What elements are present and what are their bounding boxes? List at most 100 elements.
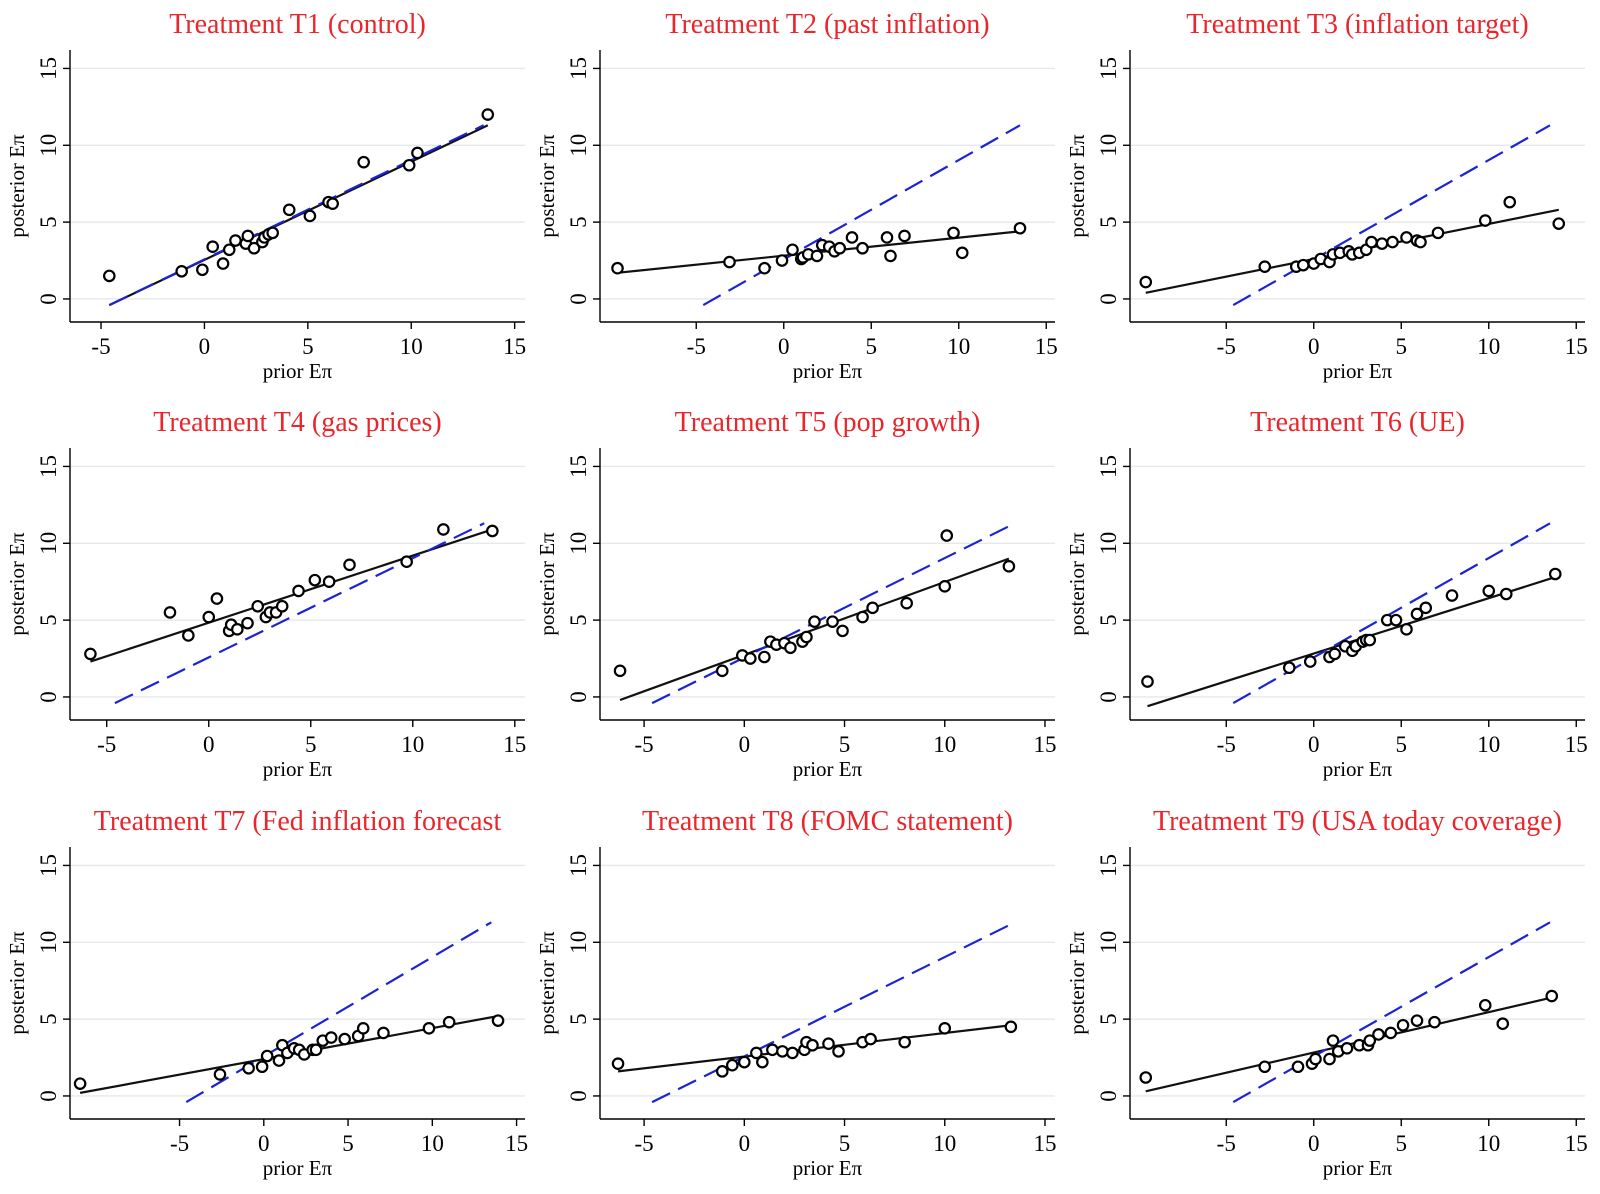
panel-title: Treatment T7 (Fed inflation forecast <box>94 806 502 837</box>
y-axis-label: posterior Eπ <box>5 931 29 1035</box>
x-tick-label: 5 <box>342 1131 354 1156</box>
y-tick-label: 15 <box>566 455 591 478</box>
data-point <box>1375 237 1389 250</box>
data-point <box>84 647 97 661</box>
data-point <box>884 249 897 263</box>
data-point <box>725 1058 739 1072</box>
data-point <box>715 1065 729 1078</box>
data-point <box>611 261 624 275</box>
panel-2: Treatment T2 (past inflation) 0 5 10 15 -5 0 5 1… <box>535 9 1058 383</box>
x-tick-label: 15 <box>1565 334 1588 359</box>
x-tick-label: 10 <box>947 334 970 359</box>
x-tick-label: 15 <box>1033 732 1056 757</box>
data-point <box>1291 1060 1305 1074</box>
data-point <box>1419 601 1433 615</box>
data-point <box>766 1043 779 1057</box>
y-axis-label: posterior Eπ <box>5 134 29 238</box>
data-point <box>836 624 849 638</box>
data-point <box>1396 1018 1410 1032</box>
data-point <box>786 1046 799 1060</box>
data-point <box>196 263 209 277</box>
x-tick-label: 5 <box>866 334 878 359</box>
data-point <box>282 203 296 217</box>
x-tick-label: 0 <box>203 732 215 757</box>
data-point <box>832 1045 845 1058</box>
data-point <box>758 261 771 275</box>
x-axis-label: prior Eπ <box>263 359 333 383</box>
x-tick-label: 10 <box>421 1131 444 1156</box>
panel-8: Treatment T8 (FOMC statement) 0 5 10 15 -5 0 5 1… <box>535 806 1056 1180</box>
y-tick-label: 10 <box>1096 134 1121 157</box>
data-point <box>938 580 952 593</box>
data-point <box>202 610 216 624</box>
data-point <box>377 1026 390 1040</box>
data-point <box>955 246 969 260</box>
data-point <box>1139 1071 1153 1084</box>
panel-7: Treatment T7 (Fed inflation forecast 0 5 10… <box>5 806 528 1180</box>
data-point <box>1282 661 1296 675</box>
data-point <box>260 1049 274 1063</box>
y-tick-label: 5 <box>566 614 591 626</box>
x-axis-label: prior Eπ <box>793 757 863 781</box>
x-tick-label: -5 <box>635 1131 654 1156</box>
panel-5: Treatment T5 (pop growth) 0 5 10 15 -5 0 5 10 15 p… <box>535 407 1056 781</box>
data-point <box>241 616 254 630</box>
y-tick-label: 10 <box>1096 532 1121 555</box>
x-axis-label: prior Eπ <box>793 1156 863 1180</box>
x-axis-label: prior Eπ <box>263 1156 333 1180</box>
x-tick-label: 5 <box>839 1131 851 1156</box>
x-axis-label: prior Eπ <box>263 757 333 781</box>
x-tick-label: 0 <box>1308 1131 1320 1156</box>
data-point <box>1414 235 1427 249</box>
data-point <box>481 108 495 121</box>
data-point <box>163 606 177 619</box>
data-point <box>1410 1014 1424 1027</box>
y-tick-label: 15 <box>566 57 591 80</box>
x-tick-label: 10 <box>933 732 956 757</box>
y-tick-label: 10 <box>36 134 61 157</box>
x-tick-label: 0 <box>1308 732 1320 757</box>
reference-line <box>1232 522 1551 705</box>
y-tick-label: 0 <box>36 1090 61 1102</box>
y-tick-label: 0 <box>36 293 61 305</box>
x-tick-label: 5 <box>1396 732 1408 757</box>
x-tick-label: 0 <box>199 334 211 359</box>
data-point <box>1296 258 1310 272</box>
y-axis-label: posterior Eπ <box>5 532 29 636</box>
y-tick-label: 5 <box>1096 614 1121 626</box>
data-point <box>750 1046 763 1060</box>
y-tick-label: 10 <box>566 134 591 157</box>
panel-title: Treatment T9 (USA today coverage) <box>1153 806 1562 837</box>
reference-line <box>1232 921 1551 1104</box>
data-point <box>1400 623 1413 636</box>
data-point <box>810 249 824 263</box>
x-axis-label: prior Eπ <box>1323 1156 1393 1180</box>
y-axis-label: posterior Eπ <box>1065 532 1089 636</box>
x-tick-label: -5 <box>97 732 116 757</box>
x-tick-label: 15 <box>503 334 526 359</box>
x-tick-label: 10 <box>1477 1131 1500 1156</box>
data-point <box>213 1068 227 1081</box>
data-point <box>1431 226 1445 240</box>
data-point <box>292 584 305 598</box>
data-point <box>1548 567 1562 581</box>
data-point <box>206 240 220 254</box>
data-point <box>800 630 813 644</box>
x-tick-label: 10 <box>933 1131 956 1156</box>
data-point <box>356 1022 370 1035</box>
data-point <box>1372 1028 1385 1041</box>
y-tick-label: 15 <box>36 854 61 877</box>
data-point <box>808 615 821 628</box>
data-point <box>1552 217 1566 230</box>
x-axis-label: prior Eπ <box>1323 359 1393 383</box>
data-point <box>1363 1034 1377 1047</box>
y-axis-label: posterior Eπ <box>1065 931 1089 1035</box>
data-point <box>784 641 797 655</box>
data-point <box>1363 633 1377 647</box>
data-point <box>744 652 757 665</box>
data-point <box>491 1014 505 1027</box>
data-point <box>303 209 317 223</box>
data-point <box>1400 231 1413 244</box>
x-tick-label: 0 <box>739 1131 751 1156</box>
